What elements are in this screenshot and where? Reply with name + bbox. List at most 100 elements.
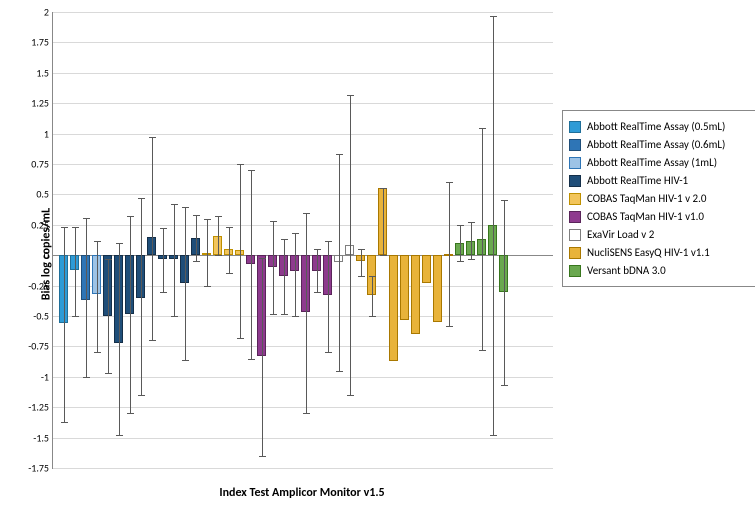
gridline [53, 407, 553, 408]
error-cap [259, 258, 266, 259]
error-cap [303, 413, 310, 414]
error-bar [75, 227, 76, 316]
ytick-label: 0.5 [36, 188, 53, 201]
error-cap [479, 350, 486, 351]
legend-item: NucliSENS EasyQ HIV-1 v1.1 [569, 246, 749, 259]
error-bar [240, 164, 241, 338]
error-cap [270, 221, 277, 222]
bar [389, 255, 398, 361]
error-bar [119, 243, 120, 435]
error-bar [295, 233, 296, 316]
error-cap [281, 239, 288, 240]
legend-item: Abbott RealTime Assay (0.5mL) [569, 120, 749, 133]
error-cap [292, 316, 299, 317]
plot-area: -1.75-1.5-1.25-1-0.75-0.5-0.2500.250.50.… [52, 12, 553, 469]
legend: Abbott RealTime Assay (0.5mL) Abbott Real… [562, 110, 755, 287]
gridline [53, 316, 553, 317]
error-cap [171, 316, 178, 317]
gridline [53, 468, 553, 469]
error-cap [116, 435, 123, 436]
error-cap [226, 227, 233, 228]
error-cap [248, 359, 255, 360]
legend-swatch [569, 121, 581, 133]
error-cap [226, 273, 233, 274]
error-cap [325, 352, 332, 353]
chart-container: Bias log copies/mL Index Test Amplicor M… [0, 0, 755, 508]
error-cap [369, 276, 376, 277]
legend-label: Abbott RealTime Assay (0.5mL) [587, 120, 725, 133]
legend-item: Abbott RealTime Assay (1mL) [569, 156, 749, 169]
error-bar [317, 249, 318, 292]
gridline [53, 194, 553, 195]
ytick-label: 0 [44, 249, 53, 262]
error-cap [446, 182, 453, 183]
error-bar [383, 188, 384, 255]
legend-item: Abbott RealTime HIV-1 [569, 174, 749, 187]
legend-swatch [569, 157, 581, 169]
error-cap [160, 292, 167, 293]
legend-label: COBAS TaqMan HIV-1 v1.0 [587, 210, 704, 223]
error-bar [218, 216, 219, 255]
ytick-label: 1 [44, 127, 53, 140]
gridline [53, 164, 553, 165]
error-cap [116, 243, 123, 244]
error-cap [446, 326, 453, 327]
ytick-label: -1.5 [33, 431, 53, 444]
error-cap [160, 228, 167, 229]
error-cap [61, 422, 68, 423]
error-cap [237, 338, 244, 339]
error-cap [358, 276, 365, 277]
legend-label: COBAS TaqMan HIV-1 v 2.0 [587, 192, 706, 205]
error-bar [262, 258, 263, 456]
gridline [53, 438, 553, 439]
error-cap [149, 340, 156, 341]
error-bar [460, 225, 461, 261]
error-cap [325, 241, 332, 242]
legend-swatch [569, 139, 581, 151]
error-cap [468, 259, 475, 260]
error-bar [328, 241, 329, 353]
error-cap [281, 314, 288, 315]
legend-label: Abbott RealTime HIV-1 [587, 174, 688, 187]
error-bar [273, 221, 274, 313]
bar [433, 255, 442, 322]
legend-label: Versant bDNA 3.0 [587, 264, 666, 277]
error-bar [108, 259, 109, 373]
error-cap [380, 188, 387, 189]
legend-swatch [569, 193, 581, 205]
error-cap [94, 352, 101, 353]
error-cap [171, 204, 178, 205]
error-bar [97, 241, 98, 353]
error-cap [127, 216, 134, 217]
error-bar [482, 128, 483, 351]
bar [422, 255, 431, 283]
gridline [53, 377, 553, 378]
legend-item: COBAS TaqMan HIV-1 v 2.0 [569, 192, 749, 205]
ytick-label: 1.75 [31, 36, 53, 49]
error-cap [182, 207, 189, 208]
error-cap [204, 286, 211, 287]
error-bar [251, 170, 252, 358]
ytick-label: 2 [44, 6, 53, 19]
legend-item: Abbott RealTime Assay (0.6mL) [569, 138, 749, 151]
ytick-label: 1.5 [36, 66, 53, 79]
ytick-label: -1 [41, 370, 53, 383]
error-cap [347, 395, 354, 396]
gridline [53, 225, 553, 226]
error-cap [259, 456, 266, 457]
gridline [53, 12, 553, 13]
error-cap [314, 249, 321, 250]
error-cap [204, 219, 211, 220]
error-cap [457, 261, 464, 262]
legend-item: COBAS TaqMan HIV-1 v1.0 [569, 210, 749, 223]
gridline [53, 134, 553, 135]
error-cap [358, 249, 365, 250]
error-cap [248, 170, 255, 171]
error-bar [504, 200, 505, 385]
error-bar [185, 207, 186, 360]
error-cap [501, 385, 508, 386]
error-cap [138, 198, 145, 199]
bar [411, 255, 420, 334]
error-cap [457, 225, 464, 226]
ytick-label: -0.75 [28, 340, 53, 353]
